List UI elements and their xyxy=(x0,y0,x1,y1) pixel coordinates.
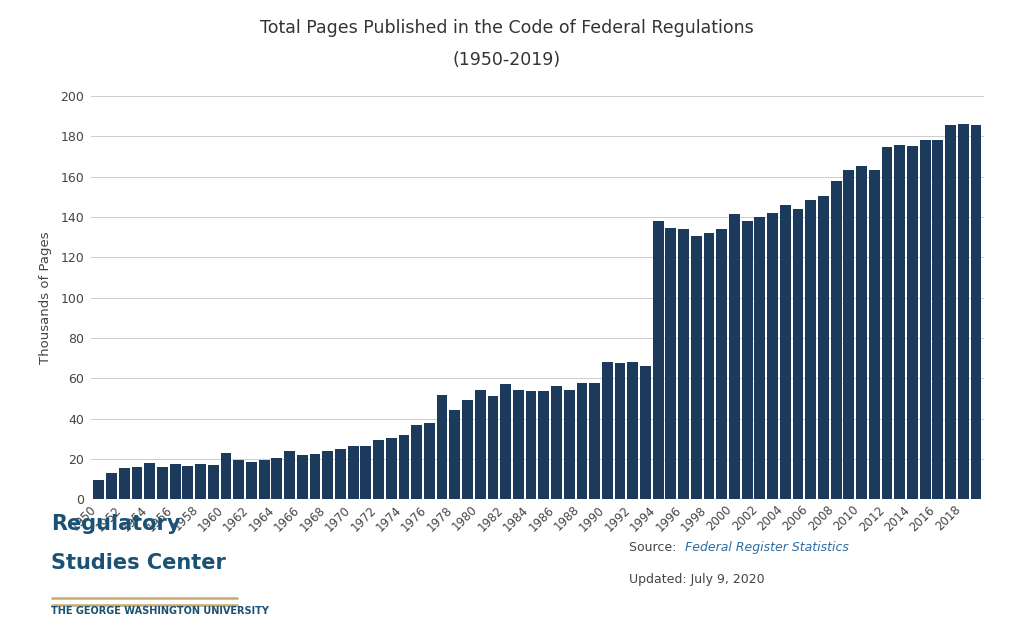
Bar xyxy=(183,466,194,499)
Bar xyxy=(272,458,282,499)
Bar xyxy=(437,395,447,499)
Bar xyxy=(538,391,550,499)
Bar xyxy=(589,383,600,499)
Text: Studies Center: Studies Center xyxy=(51,553,225,573)
Bar xyxy=(716,228,727,499)
Bar xyxy=(640,366,651,499)
Bar xyxy=(564,390,575,499)
Bar xyxy=(335,449,346,499)
Bar xyxy=(373,440,384,499)
Bar xyxy=(881,147,892,499)
Text: Updated: July 9, 2020: Updated: July 9, 2020 xyxy=(629,573,765,586)
Bar xyxy=(221,453,231,499)
Bar xyxy=(729,214,740,499)
Bar xyxy=(309,454,320,499)
Bar xyxy=(856,166,867,499)
Bar xyxy=(462,400,473,499)
Bar xyxy=(780,205,791,499)
Bar xyxy=(246,462,257,499)
Bar xyxy=(475,390,486,499)
Bar xyxy=(233,460,244,499)
Bar xyxy=(412,425,422,499)
Bar xyxy=(602,362,612,499)
Bar xyxy=(322,451,333,499)
Bar xyxy=(768,213,778,499)
Bar xyxy=(678,228,689,499)
Text: Regulatory: Regulatory xyxy=(51,515,180,534)
Bar xyxy=(525,391,536,499)
Text: Total Pages Published in the Code of Federal Regulations: Total Pages Published in the Code of Fed… xyxy=(261,19,753,37)
Bar xyxy=(830,181,842,499)
Bar xyxy=(169,464,180,499)
Bar xyxy=(424,422,435,499)
Bar xyxy=(970,125,982,499)
Text: (1950-2019): (1950-2019) xyxy=(453,51,561,69)
Bar xyxy=(195,464,206,499)
Y-axis label: Thousands of Pages: Thousands of Pages xyxy=(40,231,52,364)
Bar xyxy=(958,124,968,499)
Bar xyxy=(945,125,956,499)
Bar xyxy=(894,145,906,499)
Bar xyxy=(119,468,130,499)
Text: THE GEORGE WASHINGTON UNIVERSITY: THE GEORGE WASHINGTON UNIVERSITY xyxy=(51,605,269,616)
Bar xyxy=(704,234,715,499)
Bar xyxy=(920,140,931,499)
Bar xyxy=(513,390,524,499)
Bar xyxy=(665,228,676,499)
Bar xyxy=(360,446,371,499)
Bar xyxy=(399,435,410,499)
Bar xyxy=(551,386,562,499)
Bar xyxy=(132,467,142,499)
Bar xyxy=(297,455,307,499)
Bar xyxy=(805,200,816,499)
Bar xyxy=(844,170,854,499)
Bar xyxy=(691,236,702,499)
Bar xyxy=(449,410,460,499)
Bar xyxy=(208,465,219,499)
Bar xyxy=(742,221,752,499)
Bar xyxy=(614,363,626,499)
Bar xyxy=(869,170,880,499)
Bar xyxy=(386,438,396,499)
Bar xyxy=(284,451,295,499)
Bar xyxy=(144,463,155,499)
Text: Source:: Source: xyxy=(629,541,680,554)
Bar xyxy=(348,446,359,499)
Bar xyxy=(488,396,498,499)
Bar xyxy=(933,140,943,499)
Bar xyxy=(157,467,168,499)
Bar xyxy=(500,384,511,499)
Bar xyxy=(907,145,918,499)
Bar xyxy=(93,479,104,499)
Bar xyxy=(653,221,663,499)
Bar xyxy=(577,383,587,499)
Bar xyxy=(754,217,766,499)
Text: Federal Register Statistics: Federal Register Statistics xyxy=(685,541,850,554)
Bar xyxy=(793,209,803,499)
Bar xyxy=(106,474,117,499)
Bar xyxy=(628,362,638,499)
Bar xyxy=(259,460,270,499)
Bar xyxy=(818,196,828,499)
